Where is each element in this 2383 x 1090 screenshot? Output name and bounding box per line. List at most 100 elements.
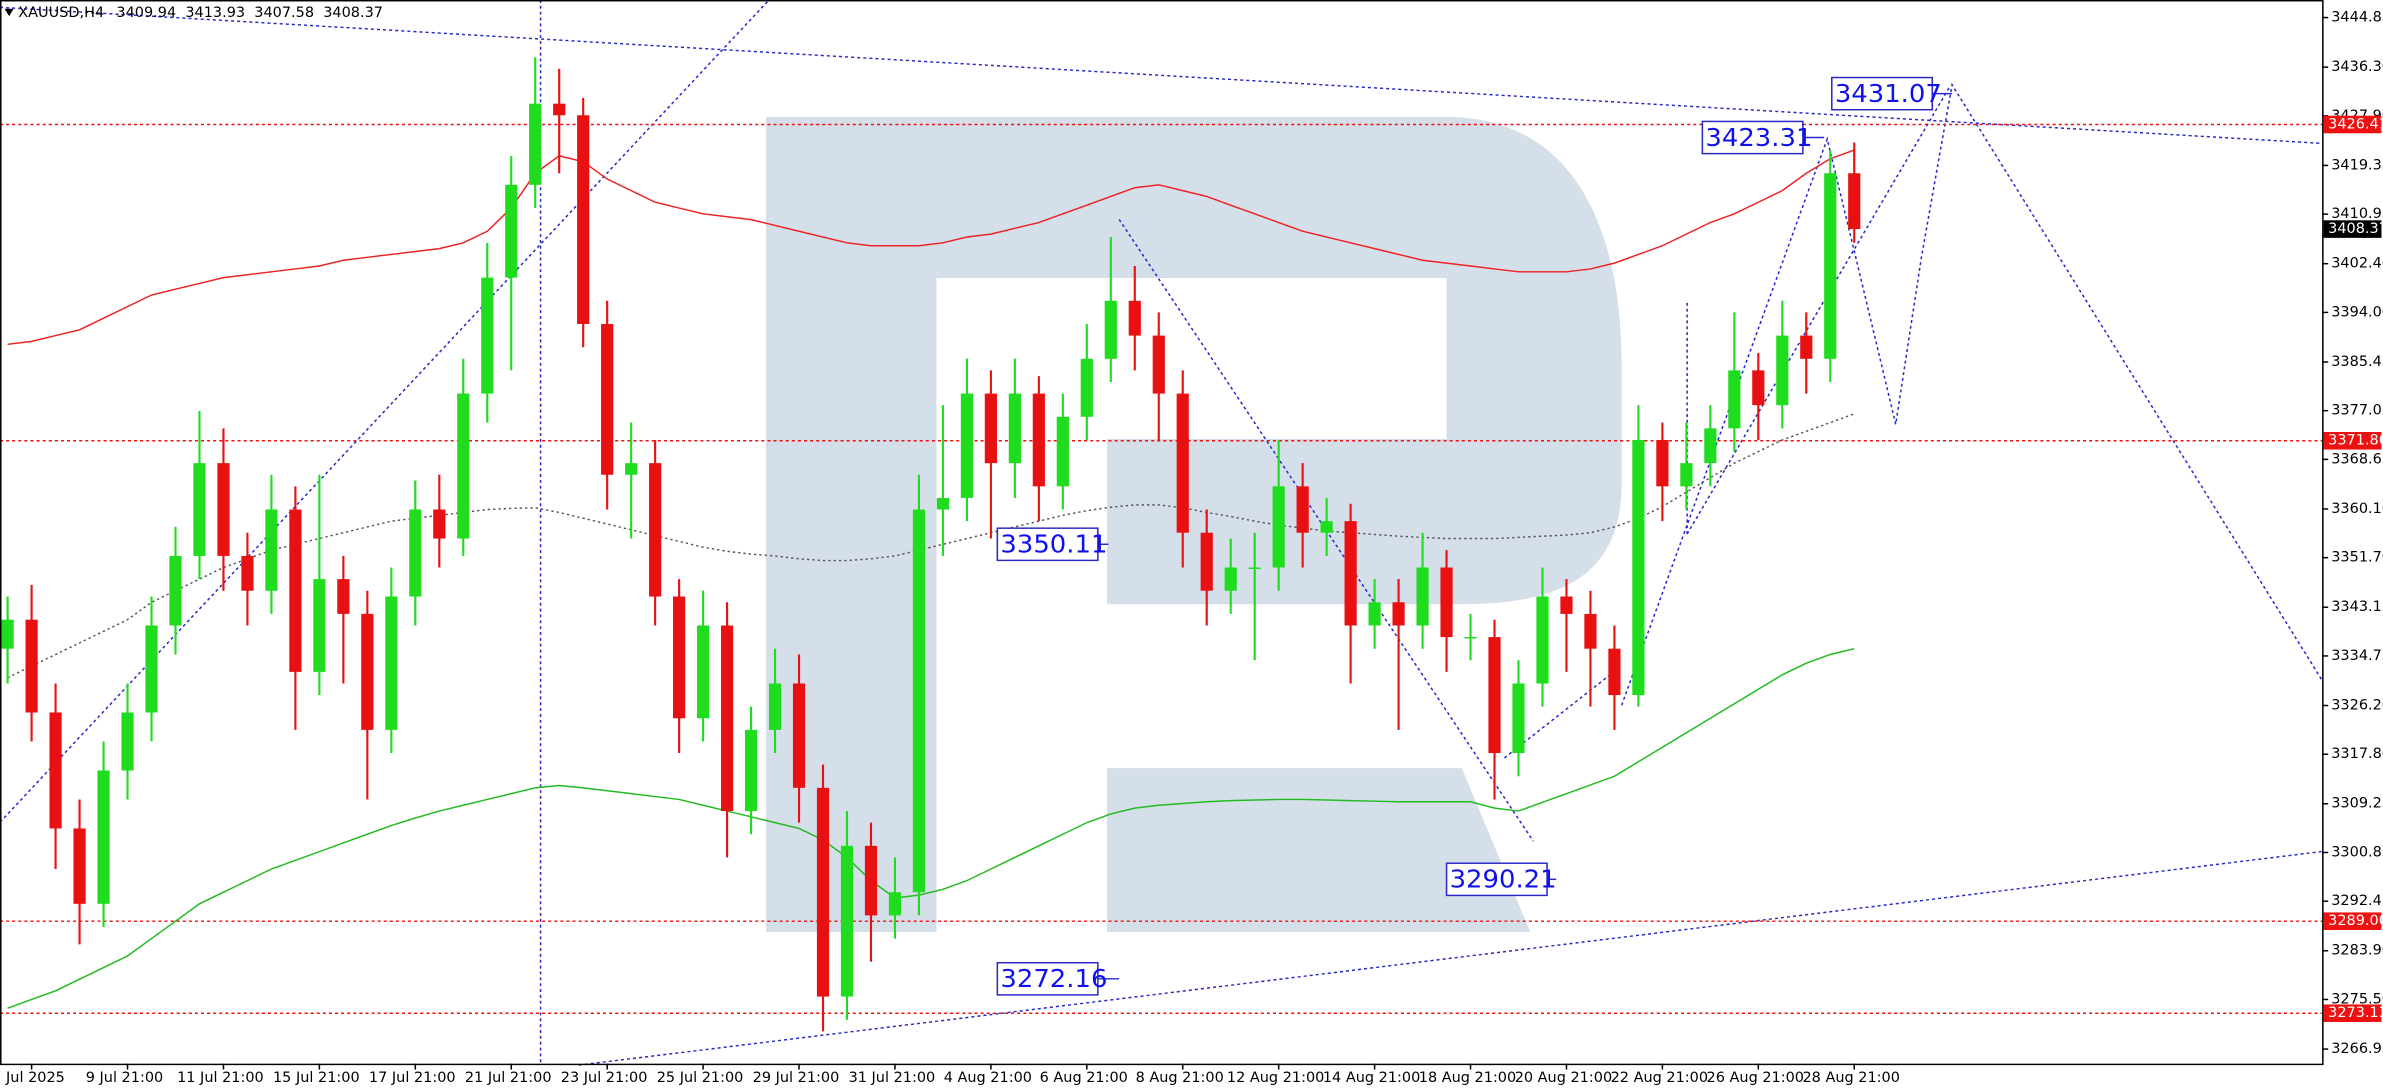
- candle-body: [960, 393, 973, 498]
- y-tick-label: 3360.10: [2331, 501, 2383, 517]
- candle-body: [697, 625, 710, 719]
- forecast-box: [1445, 862, 1548, 897]
- y-tick-label: 3309.25: [2331, 796, 2383, 812]
- y-tick-label: 3436.30: [2331, 59, 2383, 75]
- candle-body: [481, 277, 494, 394]
- candle-body: [1128, 300, 1141, 336]
- header: XAUUSD,H4 3409.94 3413.93 3407.58 3408.3…: [18, 5, 383, 21]
- x-tick-label: 21 Jul 21:00: [465, 1070, 552, 1086]
- x-tick-label: 26 Aug 21:00: [1707, 1070, 1804, 1086]
- candle-body: [1800, 335, 1813, 359]
- x-tick-label: 4 Aug 21:00: [944, 1070, 1032, 1086]
- candle-body: [673, 596, 686, 719]
- candle-body: [433, 509, 446, 539]
- y-tick-label: 3377.05: [2331, 403, 2383, 419]
- candle-body: [289, 509, 302, 672]
- x-tick-label: 14 Aug 21:00: [1323, 1070, 1420, 1086]
- candle-body: [193, 463, 206, 556]
- last-price-tag: [2323, 220, 2382, 238]
- y-tick-label: 3419.35: [2331, 158, 2383, 174]
- x-tick-label: 9 Jul 21:00: [86, 1070, 163, 1086]
- x-tick-label: 17 Jul 21:00: [369, 1070, 456, 1086]
- candle-body: [385, 596, 398, 730]
- x-tick-label: 11 Jul 21:00: [177, 1070, 264, 1086]
- x-tick-label: 6 Aug 21:00: [1040, 1070, 1128, 1086]
- candle-body: [1032, 393, 1045, 487]
- candle-body: [625, 463, 638, 475]
- y-tick-label: 3334.75: [2331, 648, 2383, 664]
- candle-body: [1104, 300, 1117, 359]
- level-tag: [2323, 1004, 2382, 1022]
- y-tick-label: 3410.95: [2331, 206, 2383, 222]
- candle-body: [1656, 439, 1669, 487]
- last-price-label: 3408.37: [2328, 221, 2383, 237]
- forecast-box: [1831, 76, 1934, 111]
- level-label: 3371.86: [2328, 433, 2383, 449]
- candle-body: [1608, 648, 1621, 696]
- level-label: 3289.00: [2328, 913, 2383, 929]
- header-low: 3407.58: [254, 5, 314, 21]
- x-tick-label: 8 Aug 21:00: [1136, 1070, 1224, 1086]
- candle-body: [1488, 637, 1501, 754]
- candle-body: [1200, 532, 1213, 591]
- candle-body: [1368, 602, 1381, 626]
- candle-body: [1560, 596, 1573, 614]
- candle-body: [1344, 521, 1357, 626]
- forecast-label: 3350.11: [1000, 529, 1107, 558]
- y-tick-label: 3444.85: [2331, 10, 2383, 26]
- level-label: 3273.13: [2328, 1005, 2383, 1021]
- candle-body: [1536, 596, 1549, 684]
- candle-body: [1848, 173, 1861, 230]
- candle-body: [1320, 521, 1333, 533]
- x-tick-label: 7 Jul 2025: [0, 1070, 65, 1086]
- candle-body: [1680, 463, 1693, 487]
- candle-body: [1728, 370, 1741, 429]
- forecast-label: 3423.31: [1705, 122, 1812, 151]
- header-high: 3413.93: [185, 5, 245, 21]
- candle-body: [1704, 428, 1717, 464]
- x-tick-label: 22 Aug 21:00: [1611, 1070, 1708, 1086]
- candle-body: [864, 845, 878, 916]
- symbol: XAUUSD,H4: [18, 5, 104, 21]
- y-tick-label: 3385.45: [2331, 354, 2383, 370]
- y-tick-label: 3300.85: [2331, 845, 2383, 861]
- candle-body: [73, 828, 86, 904]
- candle-body: [984, 393, 997, 464]
- candle-body: [337, 579, 350, 614]
- y-tick-label: 3326.20: [2331, 698, 2383, 714]
- candle-body: [217, 463, 230, 556]
- candle-body: [1752, 370, 1765, 406]
- y-tick-label: 3394.00: [2331, 305, 2383, 321]
- forecast-label: 3431.07: [1835, 78, 1942, 107]
- x-tick-label: 31 Jul 21:00: [849, 1070, 936, 1086]
- candle-body: [169, 555, 182, 626]
- candle-body: [457, 393, 470, 539]
- candle-body: [1224, 567, 1237, 591]
- forecast-label: 3290.21: [1450, 864, 1557, 893]
- candle-body: [816, 787, 830, 997]
- candle-body: [265, 509, 278, 591]
- header-close: 3408.37: [323, 5, 383, 21]
- level-tag: [2323, 431, 2382, 450]
- candle-body: [888, 892, 902, 916]
- candle-body: [1584, 613, 1597, 649]
- y-tick-label: 3317.80: [2331, 746, 2383, 762]
- candle-body: [1008, 393, 1021, 464]
- candle-body: [49, 712, 62, 829]
- watermark: [765, 117, 1622, 932]
- candle-body: [720, 625, 734, 812]
- candle-body: [1824, 173, 1837, 359]
- x-tick-label: 15 Jul 21:00: [273, 1070, 360, 1086]
- header-open: 3409.94: [116, 5, 176, 21]
- candle-body: [1632, 439, 1645, 696]
- candle-body: [313, 579, 326, 672]
- y-tick-label: 3275.50: [2331, 992, 2383, 1008]
- candle-body: [1416, 567, 1429, 626]
- x-tick-label: 23 Jul 21:00: [561, 1070, 648, 1086]
- candle-body: [409, 509, 422, 597]
- y-tick-label: 3368.65: [2331, 452, 2383, 468]
- candle-body: [768, 683, 782, 730]
- level-tag: [2323, 912, 2382, 930]
